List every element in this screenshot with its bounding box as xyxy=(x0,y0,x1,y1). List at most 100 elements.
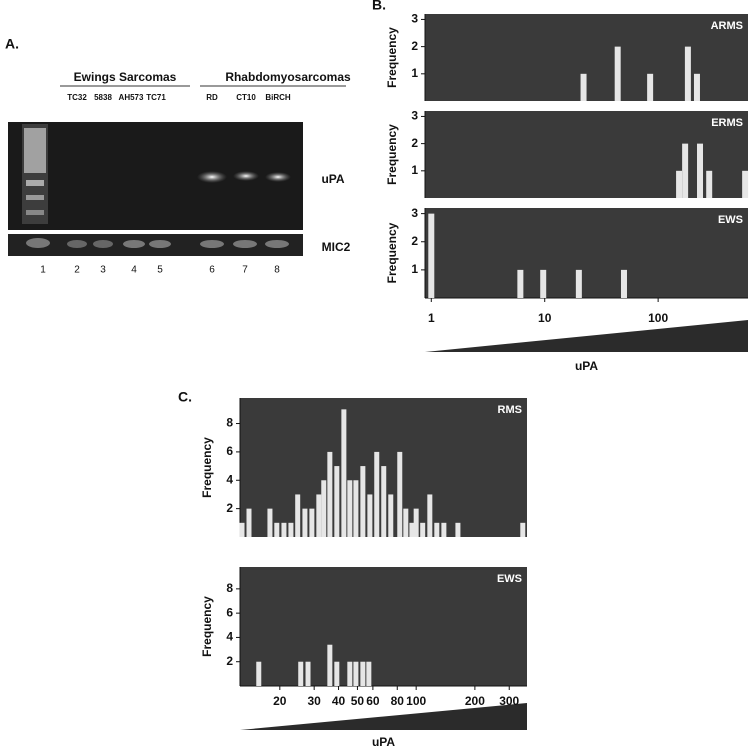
x-tick-label: 80 xyxy=(391,694,405,708)
bar xyxy=(298,661,304,686)
lane-number: 7 xyxy=(242,265,248,276)
sample-label: BiRCH xyxy=(265,93,291,102)
bar xyxy=(388,494,394,537)
bar xyxy=(620,269,627,298)
x-tick-label: 300 xyxy=(499,694,519,708)
y-tick-label: 6 xyxy=(226,444,233,458)
plot-background xyxy=(425,208,748,298)
bar xyxy=(540,269,547,298)
y-tick-label: 3 xyxy=(411,109,418,123)
gel-image xyxy=(8,122,303,256)
x-tick-label: 40 xyxy=(332,694,346,708)
bar xyxy=(697,143,704,198)
bar xyxy=(575,269,582,298)
x-tick-label: 1 xyxy=(428,311,435,325)
panel-title: EWS xyxy=(497,573,522,585)
bar xyxy=(374,451,380,537)
y-tick-label: 2 xyxy=(411,39,418,53)
y-tick-label: 2 xyxy=(226,654,233,668)
bar xyxy=(360,466,366,537)
bar xyxy=(676,170,683,198)
x-tick-label: 10 xyxy=(538,311,552,325)
bar xyxy=(341,409,347,537)
bar xyxy=(327,451,333,537)
lane-number: 4 xyxy=(131,265,137,276)
y-tick-label: 1 xyxy=(411,163,418,177)
bar xyxy=(353,661,359,686)
bar xyxy=(706,170,713,198)
bar xyxy=(580,73,587,101)
bar xyxy=(334,661,340,686)
panel-label: C. xyxy=(178,389,192,405)
sample-label: AH573 xyxy=(119,93,144,102)
bar xyxy=(517,269,524,298)
y-tick-label: 2 xyxy=(226,501,233,515)
y-tick-label: 3 xyxy=(411,12,418,26)
bar xyxy=(693,73,700,101)
bar xyxy=(274,522,280,537)
y-tick-label: 4 xyxy=(226,472,233,486)
bar xyxy=(742,170,749,198)
bar xyxy=(684,46,691,101)
y-tick-label: 2 xyxy=(411,136,418,150)
gradient-wedge xyxy=(240,703,527,730)
bar xyxy=(409,522,415,537)
y-tick-label: 2 xyxy=(411,234,418,248)
bar xyxy=(347,661,353,686)
y-tick-label: 1 xyxy=(411,262,418,276)
bar xyxy=(288,522,294,537)
bar xyxy=(267,508,273,537)
bar xyxy=(239,522,245,537)
bar xyxy=(520,522,526,537)
bar xyxy=(360,661,366,686)
bar xyxy=(309,508,315,537)
lane-number: 6 xyxy=(209,265,215,276)
bar xyxy=(281,522,287,537)
bar xyxy=(347,480,353,537)
y-tick-label: 4 xyxy=(226,630,233,644)
x-axis-label: uPA xyxy=(372,735,395,749)
plot-background xyxy=(240,567,527,686)
sample-label: CT10 xyxy=(236,93,256,102)
sample-label: TC32 xyxy=(67,93,87,102)
panel-title: RMS xyxy=(498,404,522,416)
bar xyxy=(381,466,387,537)
sample-label: 5838 xyxy=(94,93,112,102)
y-tick-label: 1 xyxy=(411,66,418,80)
panel-label: A. xyxy=(5,36,19,52)
x-tick-label: 50 xyxy=(351,694,365,708)
bar xyxy=(420,522,426,537)
bar xyxy=(327,644,333,686)
x-tick-label: 20 xyxy=(273,694,287,708)
bar xyxy=(682,143,689,198)
bar xyxy=(403,508,409,537)
gradient-wedge xyxy=(425,320,748,352)
band-label: MIC2 xyxy=(322,240,351,254)
bar xyxy=(353,480,359,537)
y-axis-label: Frequency xyxy=(200,437,214,498)
band-label: uPA xyxy=(321,172,344,186)
panel-label: B. xyxy=(372,0,386,13)
bar xyxy=(413,508,419,537)
bar xyxy=(246,508,252,537)
group-label: Rhabdomyosarcomas xyxy=(225,70,351,84)
y-axis-label: Frequency xyxy=(385,222,399,283)
bar xyxy=(316,494,322,537)
sample-label: RD xyxy=(206,93,218,102)
bar xyxy=(295,494,301,537)
y-tick-label: 3 xyxy=(411,206,418,220)
bar xyxy=(441,522,447,537)
bar xyxy=(647,73,654,101)
bar xyxy=(366,661,372,686)
group-label: Ewings Sarcomas xyxy=(74,70,177,84)
lane-number: 1 xyxy=(40,265,46,276)
bar xyxy=(397,451,403,537)
y-axis-label: Frequency xyxy=(385,124,399,185)
sample-label: TC71 xyxy=(146,93,166,102)
x-tick-label: 100 xyxy=(406,694,426,708)
x-tick-label: 60 xyxy=(366,694,380,708)
lane-number: 8 xyxy=(274,265,280,276)
y-tick-label: 8 xyxy=(226,416,233,430)
bar xyxy=(334,466,340,537)
y-tick-label: 6 xyxy=(226,605,233,619)
